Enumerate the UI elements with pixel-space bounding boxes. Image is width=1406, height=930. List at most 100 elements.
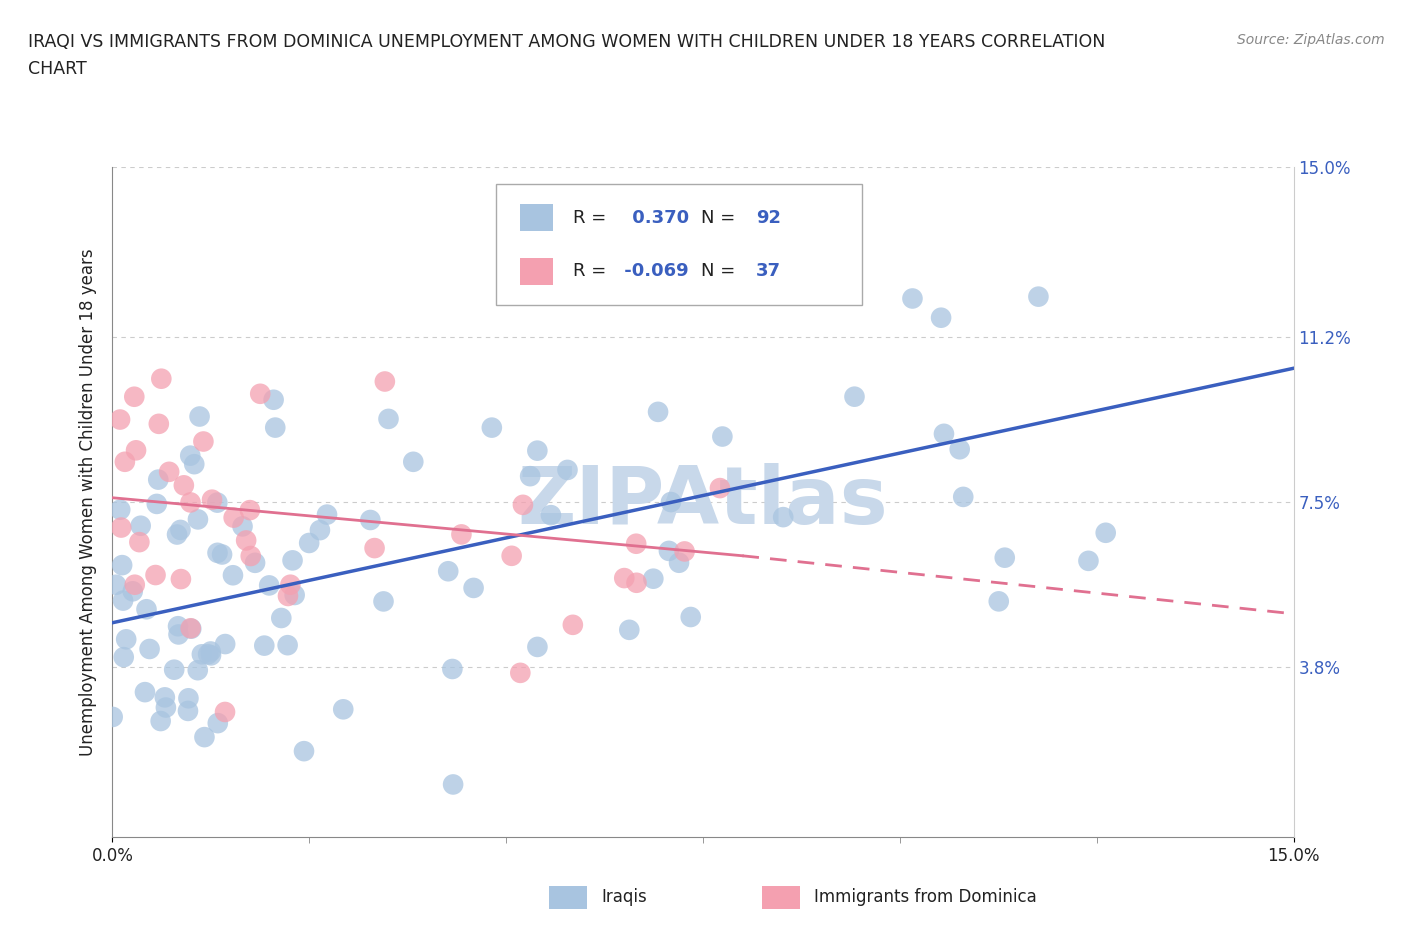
FancyBboxPatch shape [520, 205, 553, 231]
FancyBboxPatch shape [762, 885, 800, 909]
Point [128, 535, 150, 550]
Text: 92: 92 [756, 208, 782, 227]
Point [309, 523, 332, 538]
FancyBboxPatch shape [550, 885, 588, 909]
Point [101, 710, 124, 724]
Point [222, 568, 245, 583]
Point [150, 371, 173, 386]
Point [207, 545, 229, 560]
Point [613, 227, 636, 242]
Point [200, 644, 222, 659]
Point [111, 558, 134, 573]
Point [374, 374, 396, 389]
Text: R =: R = [574, 208, 606, 227]
Point [298, 536, 321, 551]
Point [135, 602, 157, 617]
Point [501, 549, 523, 564]
Point [249, 386, 271, 401]
Point [441, 661, 464, 676]
Point [149, 713, 172, 728]
Point [214, 705, 236, 720]
Point [481, 420, 503, 435]
Point [987, 594, 1010, 609]
Point [243, 555, 266, 570]
Text: 0.370: 0.370 [626, 208, 689, 227]
Point [257, 578, 280, 592]
Point [110, 520, 132, 535]
Point [193, 730, 215, 745]
Point [153, 690, 176, 705]
Point [711, 429, 734, 444]
Point [124, 578, 146, 592]
FancyBboxPatch shape [496, 184, 862, 305]
Point [148, 472, 170, 487]
Point [619, 622, 641, 637]
Point [463, 580, 485, 595]
Point [167, 618, 190, 633]
Point [949, 442, 972, 457]
Point [188, 409, 211, 424]
Point [163, 662, 186, 677]
Text: -0.069: -0.069 [619, 262, 689, 280]
Point [129, 518, 152, 533]
Point [281, 553, 304, 568]
Point [187, 512, 209, 526]
Point [125, 443, 148, 458]
Point [108, 412, 131, 427]
Point [377, 411, 399, 426]
Point [187, 663, 209, 678]
Point [232, 519, 254, 534]
Point [166, 527, 188, 542]
FancyBboxPatch shape [520, 258, 553, 285]
Point [280, 578, 302, 592]
Point [211, 547, 233, 562]
Point [450, 527, 472, 542]
Point [284, 588, 307, 603]
Point [540, 508, 562, 523]
Point [647, 405, 669, 419]
Point [253, 638, 276, 653]
Text: Source: ZipAtlas.com: Source: ZipAtlas.com [1237, 33, 1385, 46]
Point [191, 647, 214, 662]
Point [170, 572, 193, 587]
Point [270, 611, 292, 626]
Point [359, 512, 381, 527]
Point [277, 589, 299, 604]
Point [121, 584, 143, 599]
Point [772, 510, 794, 525]
Point [112, 650, 135, 665]
Text: Iraqis: Iraqis [602, 888, 647, 906]
Point [709, 481, 731, 496]
Point [402, 455, 425, 470]
Point [1094, 525, 1116, 540]
Point [679, 609, 702, 624]
Point [373, 594, 395, 609]
Text: 37: 37 [756, 262, 782, 280]
Point [316, 507, 339, 522]
Point [201, 492, 224, 507]
Point [277, 638, 299, 653]
Point [110, 502, 132, 517]
Point [200, 648, 222, 663]
Point [1028, 289, 1050, 304]
Text: ZIPAtlas: ZIPAtlas [517, 463, 889, 541]
Point [332, 702, 354, 717]
Point [157, 464, 180, 479]
Point [124, 390, 146, 405]
Point [673, 544, 696, 559]
Point [177, 691, 200, 706]
Point [114, 455, 136, 470]
Point [180, 495, 202, 510]
Point [134, 684, 156, 699]
Point [901, 291, 924, 306]
Point [138, 642, 160, 657]
Point [994, 551, 1017, 565]
Point [844, 390, 866, 405]
Point [193, 434, 215, 449]
Point [613, 571, 636, 586]
Point [179, 448, 201, 463]
Point [239, 503, 262, 518]
Y-axis label: Unemployment Among Women with Children Under 18 years: Unemployment Among Women with Children U… [79, 248, 97, 756]
Point [264, 420, 287, 435]
Point [441, 777, 464, 791]
